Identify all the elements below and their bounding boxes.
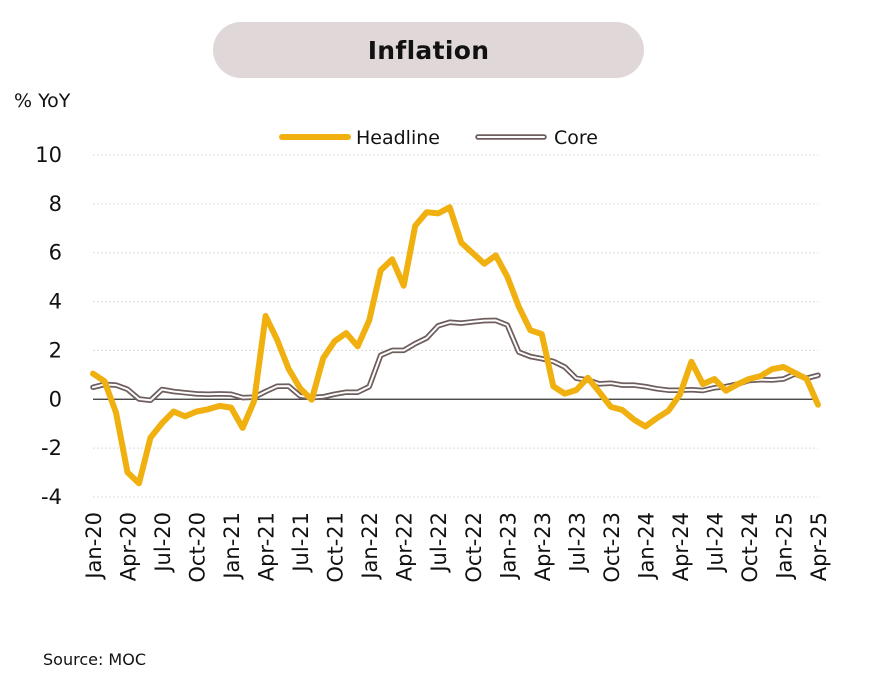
x-tick-label: Jul-20 (151, 512, 175, 574)
x-tick-label: Jul-23 (565, 512, 589, 574)
x-tick-label: Oct-22 (462, 512, 486, 583)
x-tick-label: Apr-23 (531, 512, 555, 581)
x-tick-label: Oct-21 (324, 512, 348, 583)
x-tick-label: Apr-21 (255, 512, 279, 581)
x-tick-label: Oct-24 (738, 512, 762, 583)
x-tick-label: Jan-20 (82, 512, 106, 581)
x-tick-label: Jan-25 (772, 512, 796, 581)
x-tick-label: Apr-25 (807, 512, 831, 581)
x-tick-labels: Jan-20 Apr-20 Jul-20 Oct-20 Jan-21 Apr-21 Jul-… (82, 512, 831, 583)
x-tick-label: Jan-22 (358, 512, 382, 581)
x-tick-label: Oct-20 (186, 512, 210, 583)
legend-label: Core (554, 127, 598, 149)
y-tick-label: 10 (35, 143, 62, 167)
x-tick-label: Oct-23 (600, 512, 624, 583)
series-layer (90, 204, 821, 487)
legend-label: Headline (356, 127, 440, 149)
x-tick-label: Apr-22 (393, 512, 417, 581)
x-tick-label: Jul-21 (289, 512, 313, 574)
y-tick-label: -2 (41, 436, 62, 460)
series-line-core-inner (92, 319, 819, 402)
y-tick-label: 6 (49, 241, 62, 265)
chart-title-pill: Inflation (213, 22, 644, 78)
x-tick-label: Jan-21 (220, 512, 244, 581)
y-tick-label: 4 (49, 290, 62, 314)
series-core (90, 317, 821, 404)
x-tick-label: Jul-22 (427, 512, 451, 574)
y-tick-label: 0 (49, 387, 62, 411)
y-tick-label: -4 (41, 485, 62, 509)
y-tick-labels: 10 8 6 4 2 0 -2 -4 (35, 143, 62, 509)
x-tick-label: Apr-24 (669, 512, 693, 581)
x-tick-label: Jul-24 (703, 512, 727, 574)
chart-title: Inflation (367, 35, 490, 65)
y-tick-label: 8 (49, 192, 62, 216)
x-tick-label: Apr-20 (117, 512, 141, 581)
source-note: Source: MOC (43, 650, 146, 669)
legend: Headline Core (279, 127, 598, 149)
gridlines (93, 154, 818, 498)
series-headline (90, 204, 821, 487)
x-tick-label: Jan-23 (496, 512, 520, 581)
y-tick-label: 2 (49, 338, 62, 362)
y-axis-label: % YoY (14, 90, 71, 112)
x-tick-label: Jan-24 (634, 512, 658, 581)
series-line-headline (90, 204, 821, 487)
